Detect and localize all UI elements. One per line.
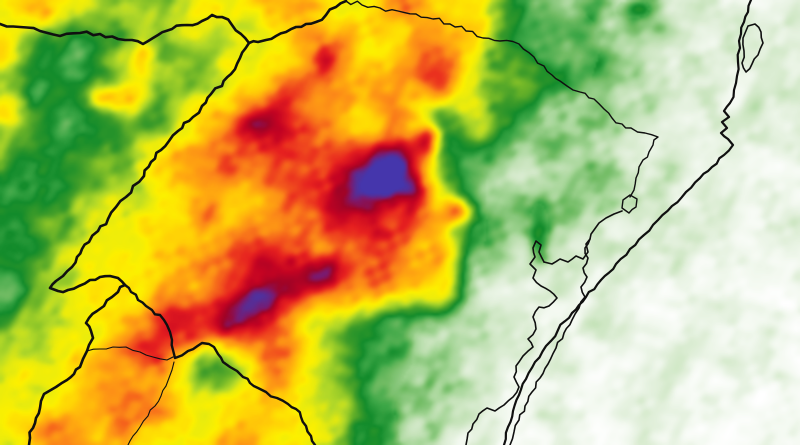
coastline xyxy=(502,0,753,445)
guaiba-loop xyxy=(621,194,638,214)
lagoon-east-shore xyxy=(509,210,623,445)
inner-boundary-a xyxy=(86,346,174,361)
inner-boundary-b xyxy=(127,361,175,445)
lagoon-west-shore xyxy=(465,240,558,445)
state-border-west xyxy=(48,41,251,294)
lagoon-north-shore xyxy=(543,238,591,265)
state-border-southeast xyxy=(123,283,317,445)
state-border-southwest xyxy=(27,283,127,445)
state-border-north xyxy=(0,0,348,46)
coastal-lagoon xyxy=(741,23,764,73)
border-branch-northeast xyxy=(345,0,659,198)
